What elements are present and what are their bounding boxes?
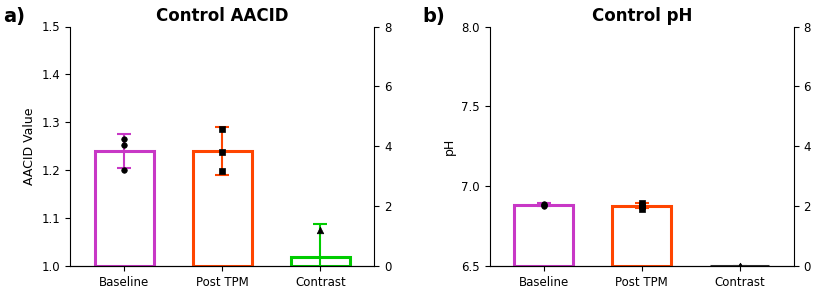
Y-axis label: AACID Value: AACID Value [23, 108, 36, 185]
Point [216, 150, 229, 155]
Point [216, 126, 229, 131]
Point [314, 228, 327, 233]
Point [537, 202, 551, 206]
Y-axis label: pH: pH [443, 138, 456, 155]
Title: Control pH: Control pH [591, 7, 692, 25]
Point [636, 203, 649, 208]
Bar [515, 205, 573, 266]
Title: Control AACID: Control AACID [156, 7, 289, 25]
Point [118, 137, 131, 141]
Point [537, 204, 551, 209]
Point [118, 143, 131, 148]
Point [118, 168, 131, 173]
Text: b): b) [423, 7, 446, 26]
Bar [291, 257, 350, 266]
Point [734, 264, 747, 268]
Point [636, 201, 649, 205]
Point [636, 207, 649, 211]
Point [216, 169, 229, 174]
Text: a): a) [3, 7, 25, 26]
Point [734, 264, 747, 269]
Point [537, 203, 551, 207]
Bar [193, 151, 252, 266]
Bar [613, 206, 672, 266]
Bar [95, 151, 154, 266]
